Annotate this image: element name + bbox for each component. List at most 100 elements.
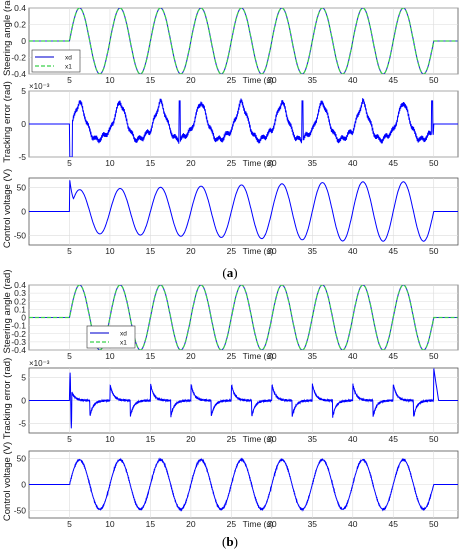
legend-label: x1 [65,64,72,71]
x-tick-label: 25 [227,351,237,361]
legend-label: x1 [120,340,127,347]
x-tick-label: 20 [186,519,196,529]
series-line-x1 [29,285,458,350]
y-tick-label: 0.1 [14,304,26,314]
y-tick-label: 5 [21,86,26,96]
x-axis-label: Time (s) [243,246,274,256]
series-line-x1 [29,8,458,74]
chart-a3: 5 10 15 20 25 30 35 40 45 50 Time (s) 50 0 -50Control… [2,169,459,256]
x-tick-label: 25 [227,246,237,256]
x-tick-label: 30 [267,519,277,529]
x-tick-label: 50 [429,246,439,256]
y-tick-label: 50 [17,183,27,193]
x-tick-label: 40 [348,75,358,85]
series-line-0 [29,98,458,157]
series-line-0 [29,180,458,242]
x-tick-label: 5 [67,246,72,256]
x-tick-label: 25 [227,158,237,168]
y-tick-label: 50 [17,454,27,464]
y-tick-label: 0 [21,396,26,406]
x-tick-label: 5 [67,158,72,168]
y-tick-label: 5 [21,372,26,382]
y-tick-label: -5 [18,419,26,429]
x-tick-label: 5 [67,351,72,361]
x-tick-label: 30 [267,246,277,256]
series-line-0 [29,457,458,512]
y-tick-label: -0.2 [11,329,26,339]
x-tick-label: 10 [105,158,115,168]
legend-label: xd [65,55,72,62]
y-axis-label: Tracking error (rad) [2,358,13,439]
x-tick-label: 10 [105,246,115,256]
x-tick-label: 30 [267,434,277,444]
x-axis-label: Time (s) [243,434,274,444]
x-tick-label: 15 [146,351,156,361]
x-tick-label: 35 [308,519,318,529]
y-tick-label: -0.3 [11,337,26,347]
y-tick-label: 0 [21,480,26,490]
x-tick-label: 35 [308,158,318,168]
x-tick-label: 25 [227,75,237,85]
y-axis-label: Control voltage (V) [2,442,13,521]
x-axis-label: Time (s) [243,75,274,85]
x-tick-label: 30 [267,351,277,361]
x-tick-label: 45 [389,75,399,85]
x-tick-label: 20 [186,246,196,256]
caption-a: (a) [222,265,237,280]
x-tick-label: 40 [348,434,358,444]
x-tick-label: 25 [227,434,237,444]
x-tick-label: 30 [267,158,277,168]
legend-box [86,325,136,349]
y-tick-label: 0 [21,36,26,46]
y-axis-label: Steering angle (rad) [2,0,13,76]
legend-label: xd [120,331,127,338]
y-tick-label: -0.1 [11,321,26,331]
legend: xd x1 [31,49,81,73]
x-tick-label: 10 [105,75,115,85]
series-line-0 [29,368,458,429]
x-tick-label: 15 [146,434,156,444]
x-tick-label: 5 [67,434,72,444]
x-tick-label: 50 [429,434,439,444]
x-tick-label: 45 [389,246,399,256]
chart-a1: 5 10 15 20 25 30 35 40 45 50 Time (s) 0.4 0.2 0 -0.2 -0… [2,0,459,85]
x-tick-label: 35 [308,351,318,361]
x-tick-label: 40 [348,519,358,529]
x-tick-label: 45 [389,158,399,168]
x-tick-label: 35 [308,75,318,85]
y-tick-label: -0.4 [11,345,26,355]
y-tick-label: 0 [21,313,26,323]
x-tick-label: 20 [186,351,196,361]
x-axis-label: Time (s) [243,351,274,361]
y-axis-label: Tracking error (rad) [2,81,13,162]
x-tick-label: 35 [308,434,318,444]
x-axis-label: Time (s) [243,158,274,168]
y-axis-label: Control voltage (V) [2,169,13,248]
x-tick-label: 40 [348,158,358,168]
caption-b: (b) [222,534,238,549]
x-tick-label: 5 [67,519,72,529]
y-tick-label: -5 [18,152,26,162]
y-tick-label: 0.3 [14,288,26,298]
x-tick-label: 45 [389,434,399,444]
x-tick-label: 20 [186,158,196,168]
x-tick-label: 50 [429,519,439,529]
x-tick-label: 15 [146,519,156,529]
x-tick-label: 10 [105,519,115,529]
y-tick-label: 0.2 [14,20,26,30]
x-tick-label: 10 [105,434,115,444]
y-tick-label: -50 [14,230,27,240]
y-tick-label: -0.2 [11,53,26,63]
x-tick-label: 15 [146,158,156,168]
y-tick-label: -50 [14,505,27,515]
x-tick-label: 15 [146,246,156,256]
y-tick-label: 0.4 [14,280,26,290]
x-tick-label: 40 [348,246,358,256]
y-exponent-label: ×10⁻³ [29,359,50,368]
y-tick-label: 0 [21,207,26,217]
chart-b1: 5 10 15 20 25 30 35 40 45 50 Time (s) 0.40.30.20.10… [2,270,459,361]
x-tick-label: 25 [227,519,237,529]
legend-box [31,49,81,73]
